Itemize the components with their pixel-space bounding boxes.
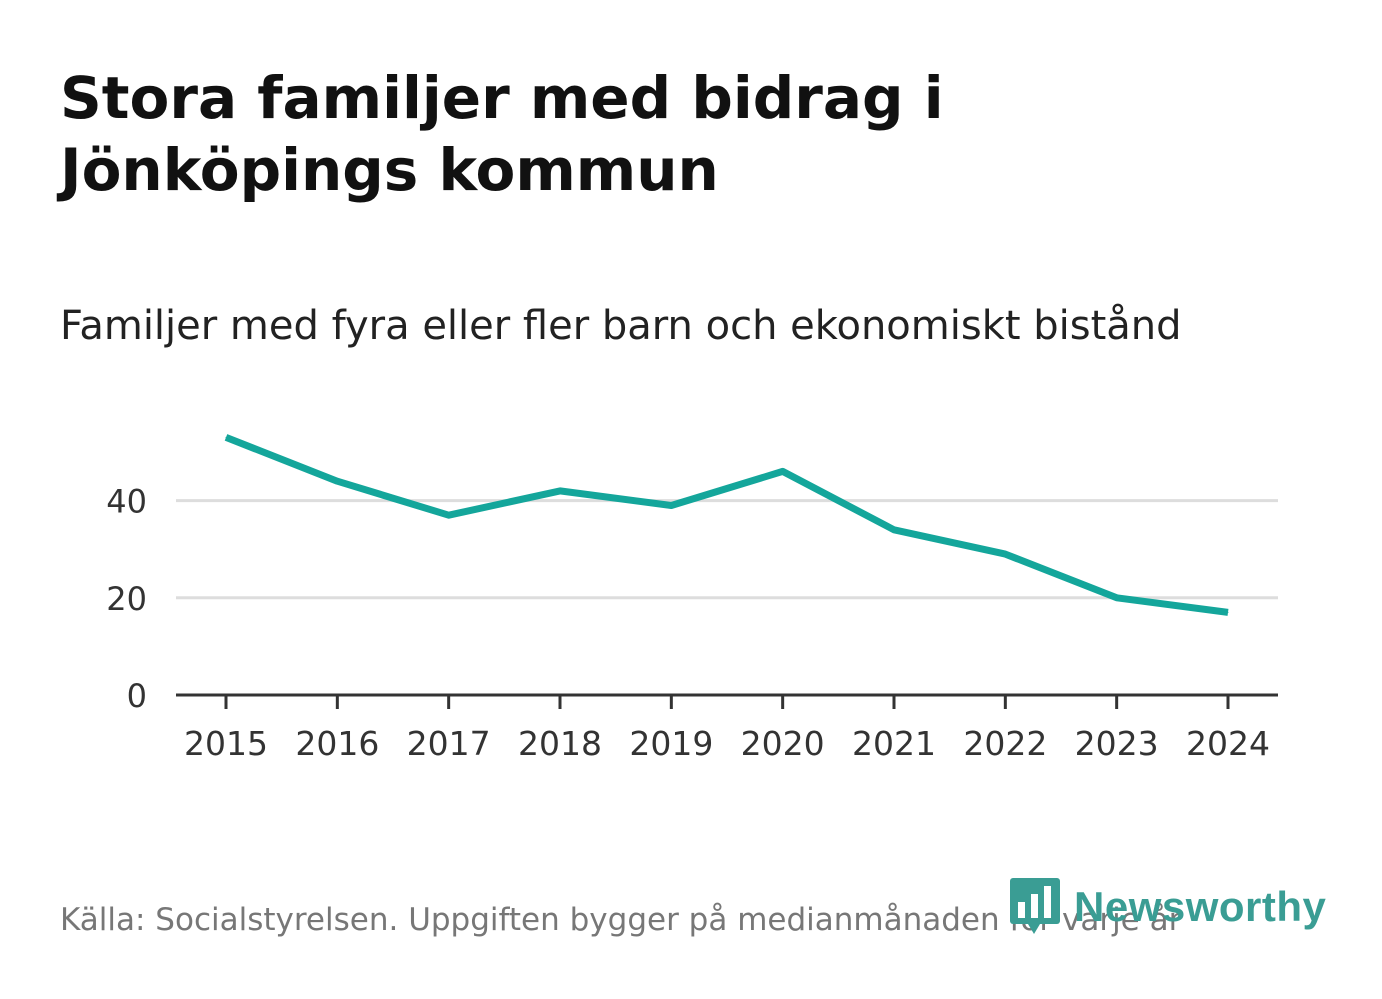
y-tick-label: 40 bbox=[106, 483, 147, 521]
x-tick-label: 2023 bbox=[1075, 724, 1159, 763]
series-line-0 bbox=[224, 434, 1229, 616]
x-tick-label: 2021 bbox=[852, 724, 936, 763]
y-tick-label: 0 bbox=[127, 677, 147, 715]
series-lines bbox=[224, 434, 1229, 616]
source-note: Källa: Socialstyrelsen. Uppgiften bygger… bbox=[60, 902, 1182, 938]
x-tick-label: 2024 bbox=[1186, 724, 1270, 763]
data-point-2021 bbox=[893, 529, 895, 531]
y-tick-label: 20 bbox=[106, 580, 147, 618]
x-tick-label: 2018 bbox=[518, 724, 602, 763]
data-point-2018 bbox=[559, 490, 561, 492]
data-point-2016 bbox=[336, 480, 338, 482]
data-point-2020 bbox=[782, 470, 784, 472]
data-point-2023 bbox=[1116, 597, 1118, 599]
data-point-2024 bbox=[1227, 611, 1229, 613]
data-point-2017 bbox=[448, 514, 450, 516]
x-tick-label: 2015 bbox=[184, 724, 268, 763]
newsworthy-logo-icon bbox=[1010, 878, 1060, 934]
brand-logo: Newsworthy bbox=[1010, 878, 1326, 936]
brand-name: Newsworthy bbox=[1074, 883, 1327, 930]
x-tick-label: 2017 bbox=[407, 724, 491, 763]
chart-title: Stora familjer med bidrag i Jönköpings k… bbox=[60, 64, 944, 204]
x-axis-ticks: 2015 2016 2017 2018 2019 2020 2021 2022 2023 2024 bbox=[184, 695, 1270, 763]
x-tick-label: 2016 bbox=[295, 724, 379, 763]
data-point-2022 bbox=[1004, 553, 1006, 555]
x-tick-label: 2020 bbox=[741, 724, 825, 763]
gridlines bbox=[176, 499, 1278, 600]
y-axis-ticks: 0 20 40 bbox=[106, 483, 147, 715]
x-tick-label: 2022 bbox=[963, 724, 1047, 763]
data-point-2015 bbox=[225, 436, 227, 438]
x-tick-label: 2019 bbox=[629, 724, 713, 763]
data-point-2019 bbox=[670, 504, 672, 506]
chart-subtitle: Familjer med fyra eller fler barn och ek… bbox=[60, 303, 1182, 349]
